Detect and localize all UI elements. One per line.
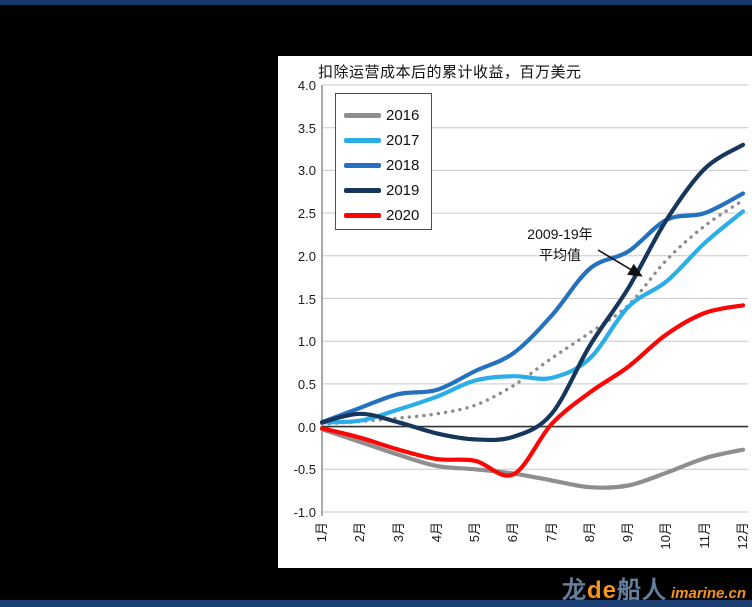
y-tick-label: 1.0	[297, 334, 316, 350]
y-tick-label: -0.5	[293, 462, 316, 478]
watermark-site: imarine.cn	[670, 585, 746, 602]
y-tick-label: 4.0	[297, 78, 316, 93]
y-tick-label: 2.0	[297, 248, 316, 264]
x-tick-label: 2月	[352, 522, 368, 543]
legend-swatch-2020	[344, 213, 381, 218]
legend-item-2016: 2016	[344, 103, 431, 128]
watermark-cn-1: 龙	[561, 577, 587, 604]
x-tick-label: 1月	[314, 522, 329, 543]
x-tick-label: 6月	[505, 522, 521, 543]
series-line-2016	[319, 427, 746, 490]
legend-item-2017: 2017	[344, 128, 431, 153]
annotation-line2: 平均值	[539, 247, 581, 263]
y-tick-label: 2.5	[297, 206, 316, 222]
y-tick-label: 3.0	[297, 163, 316, 179]
x-tick-label: 9月	[620, 522, 636, 543]
y-tick-label: 1.5	[297, 291, 316, 307]
x-tick-label: 8月	[581, 522, 597, 543]
plot-area	[319, 84, 748, 516]
x-tick-label: 10月	[658, 522, 674, 550]
legend-item-2018: 2018	[344, 153, 431, 178]
annotation-line1: 2009-19年	[527, 226, 593, 242]
legend-label: 2016	[386, 107, 420, 124]
legend: 2016 2017 2018 2019 2020	[335, 93, 432, 230]
legend-swatch-2019	[344, 188, 381, 193]
series-lines	[319, 142, 746, 490]
x-tick-label: 12月	[735, 522, 750, 550]
legend-swatch-2017	[344, 138, 381, 143]
watermark-cn-2: de	[586, 577, 617, 604]
legend-label: 2020	[386, 207, 420, 224]
bottom-border-bar	[0, 600, 752, 607]
gridlines	[321, 84, 748, 516]
chart-title: 扣除运营成本后的累计收益，百万美元	[318, 64, 582, 81]
x-tick-label: 7月	[543, 522, 559, 543]
annotation-arrow	[597, 249, 643, 277]
x-tick-label: 5月	[467, 522, 483, 543]
y-tick-label: -1.0	[293, 505, 316, 520]
watermark-cn-3: 船人	[616, 577, 667, 604]
series-line-2017	[319, 209, 746, 425]
series-line-2020	[319, 303, 746, 478]
legend-item-2019: 2019	[344, 178, 431, 203]
legend-swatch-2016	[344, 113, 381, 118]
x-tick-label: 4月	[428, 522, 444, 543]
legend-label: 2017	[386, 132, 420, 149]
y-tick-label: 0.5	[297, 376, 316, 392]
chart-panel: 扣除运营成本后的累计收益，百万美元 4.0 3.5 3.0 2.5 2.0 1.5 1.0 0…	[278, 56, 752, 568]
series-line-2009-19年平均值	[320, 198, 745, 426]
top-border-bar	[0, 0, 752, 5]
annotation-label: 2009-19年 平均值	[510, 224, 610, 266]
x-tick-label: 11月	[696, 522, 712, 549]
legend-swatch-2018	[344, 163, 381, 168]
watermark-logo: 龙de船人 imarine.cn	[562, 570, 746, 605]
y-tick-label: 3.5	[297, 120, 316, 136]
legend-label: 2018	[386, 157, 420, 174]
x-tick-label: 3月	[390, 522, 406, 543]
y-tick-label: 0.0	[297, 419, 316, 435]
series-line-2019	[319, 142, 746, 443]
legend-item-2020: 2020	[344, 203, 431, 228]
legend-label: 2019	[386, 182, 420, 199]
